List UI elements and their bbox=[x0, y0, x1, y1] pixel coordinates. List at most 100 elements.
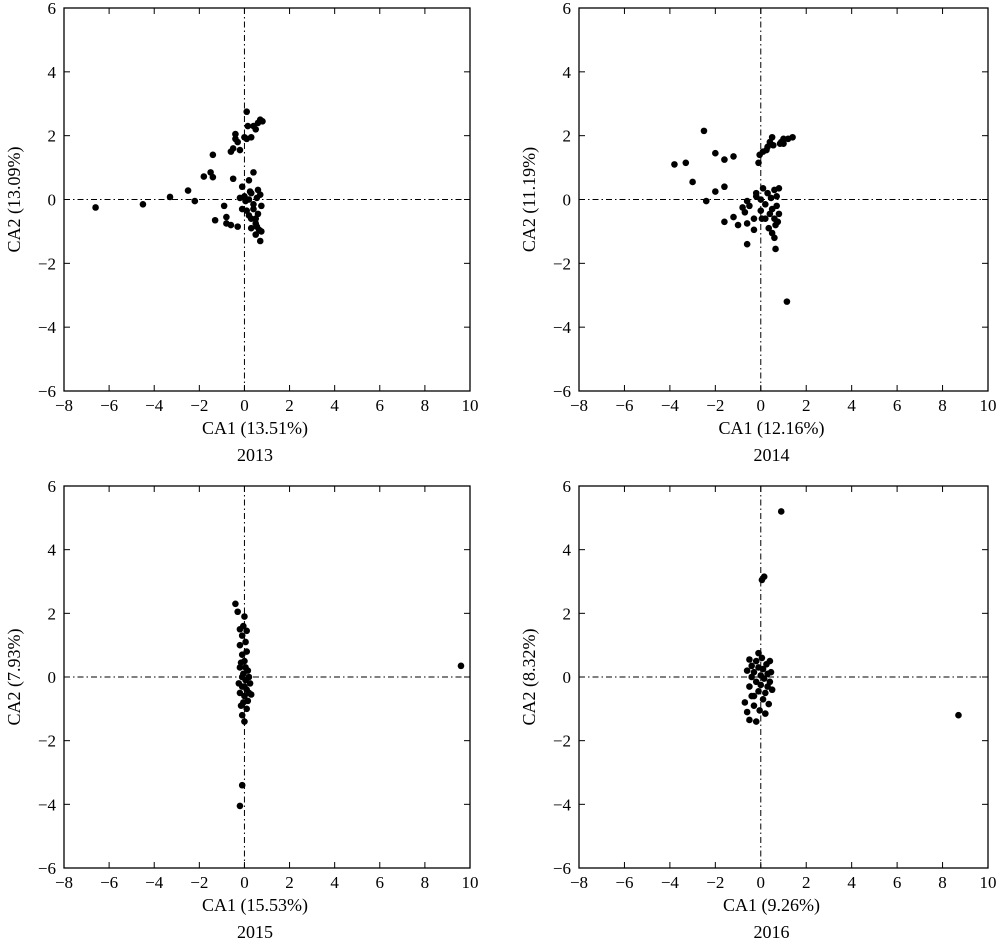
y-tick-label: 0 bbox=[48, 668, 57, 687]
x-tick-label: 4 bbox=[330, 396, 339, 415]
data-point bbox=[236, 146, 244, 154]
data-point bbox=[92, 204, 99, 211]
data-point bbox=[741, 699, 749, 706]
data-point bbox=[768, 133, 776, 141]
y-tick-label: −6 bbox=[38, 859, 56, 878]
data-point bbox=[238, 183, 246, 191]
y-tick-label: 6 bbox=[48, 477, 57, 496]
data-point bbox=[253, 223, 261, 230]
data-point bbox=[166, 193, 174, 201]
data-point bbox=[712, 188, 719, 195]
data-point bbox=[211, 216, 219, 224]
data-point bbox=[741, 208, 749, 216]
data-point bbox=[712, 149, 719, 157]
data-point bbox=[746, 656, 753, 663]
y-axis-label: CA2 (13.09%) bbox=[4, 147, 25, 253]
data-point bbox=[700, 127, 708, 135]
data-point bbox=[250, 205, 257, 213]
data-point bbox=[743, 708, 751, 716]
x-tick-label: 8 bbox=[421, 873, 430, 892]
x-tick-label: −4 bbox=[145, 396, 164, 415]
data-point bbox=[743, 220, 751, 227]
x-tick-label: 10 bbox=[980, 873, 997, 892]
data-point bbox=[755, 688, 762, 695]
y-tick-label: −6 bbox=[553, 859, 571, 878]
x-axis-label: CA1 (15.53%) bbox=[202, 895, 308, 916]
data-point bbox=[764, 189, 771, 197]
data-point bbox=[238, 781, 246, 789]
x-tick-label: 10 bbox=[980, 396, 997, 415]
data-point bbox=[748, 662, 755, 670]
data-point bbox=[730, 213, 737, 221]
data-point bbox=[765, 700, 773, 708]
y-tick-label: −4 bbox=[38, 795, 57, 814]
data-point bbox=[256, 237, 264, 245]
x-tick-label: 4 bbox=[330, 873, 339, 892]
y-tick-label: 4 bbox=[563, 541, 572, 560]
data-point bbox=[246, 680, 254, 687]
x-tick-label: 8 bbox=[938, 396, 947, 415]
data-point bbox=[259, 118, 266, 125]
data-point bbox=[242, 638, 249, 646]
data-point bbox=[757, 196, 765, 203]
x-tick-label: 6 bbox=[376, 396, 385, 415]
data-point bbox=[246, 188, 254, 195]
y-tick-label: −2 bbox=[553, 254, 571, 273]
x-tick-label: −4 bbox=[661, 873, 680, 892]
data-point bbox=[702, 197, 710, 205]
x-tick-label: 4 bbox=[847, 873, 856, 892]
data-point bbox=[766, 678, 774, 686]
data-point bbox=[252, 231, 260, 238]
data-point bbox=[200, 173, 208, 180]
data-point bbox=[247, 215, 255, 222]
y-tick-label: 4 bbox=[563, 63, 572, 82]
data-point bbox=[759, 695, 767, 703]
panel-year-label: 2015 bbox=[237, 922, 273, 942]
data-point bbox=[245, 673, 253, 681]
data-point bbox=[241, 613, 248, 620]
x-tick-label: 0 bbox=[757, 396, 766, 415]
x-tick-label: 2 bbox=[285, 873, 294, 892]
panel-year-label: 2014 bbox=[754, 445, 790, 465]
data-point bbox=[220, 202, 228, 210]
data-point bbox=[773, 193, 780, 200]
data-point bbox=[743, 240, 751, 248]
x-tick-label: −2 bbox=[706, 873, 724, 892]
data-point bbox=[236, 641, 244, 649]
data-point bbox=[780, 140, 787, 147]
data-point bbox=[247, 224, 255, 232]
x-tick-label: −4 bbox=[145, 873, 164, 892]
data-point bbox=[721, 183, 728, 191]
x-tick-label: 4 bbox=[847, 396, 856, 415]
data-point bbox=[760, 573, 768, 581]
data-point bbox=[258, 228, 265, 235]
data-point bbox=[759, 185, 767, 192]
data-point bbox=[243, 705, 250, 713]
x-tick-label: 6 bbox=[893, 396, 902, 415]
data-point bbox=[765, 224, 773, 232]
x-tick-label: 8 bbox=[938, 873, 947, 892]
data-point bbox=[237, 659, 245, 666]
x-tick-label: −2 bbox=[706, 396, 724, 415]
x-tick-label: 2 bbox=[802, 873, 811, 892]
data-point bbox=[757, 681, 765, 689]
data-point bbox=[247, 691, 255, 698]
x-tick-label: 0 bbox=[240, 873, 249, 892]
y-tick-label: 6 bbox=[563, 0, 572, 18]
data-point bbox=[250, 200, 257, 208]
data-point bbox=[746, 683, 753, 690]
x-tick-label: 10 bbox=[462, 873, 479, 892]
y-tick-label: −2 bbox=[38, 254, 56, 273]
data-point bbox=[757, 207, 765, 214]
data-point bbox=[238, 673, 246, 681]
data-point bbox=[256, 191, 264, 199]
x-tick-label: 8 bbox=[421, 396, 430, 415]
data-point bbox=[234, 608, 241, 616]
data-point bbox=[773, 202, 780, 210]
y-tick-label: 2 bbox=[48, 127, 57, 146]
y-tick-label: 0 bbox=[563, 191, 572, 210]
data-point bbox=[750, 702, 758, 709]
data-point bbox=[750, 692, 758, 700]
